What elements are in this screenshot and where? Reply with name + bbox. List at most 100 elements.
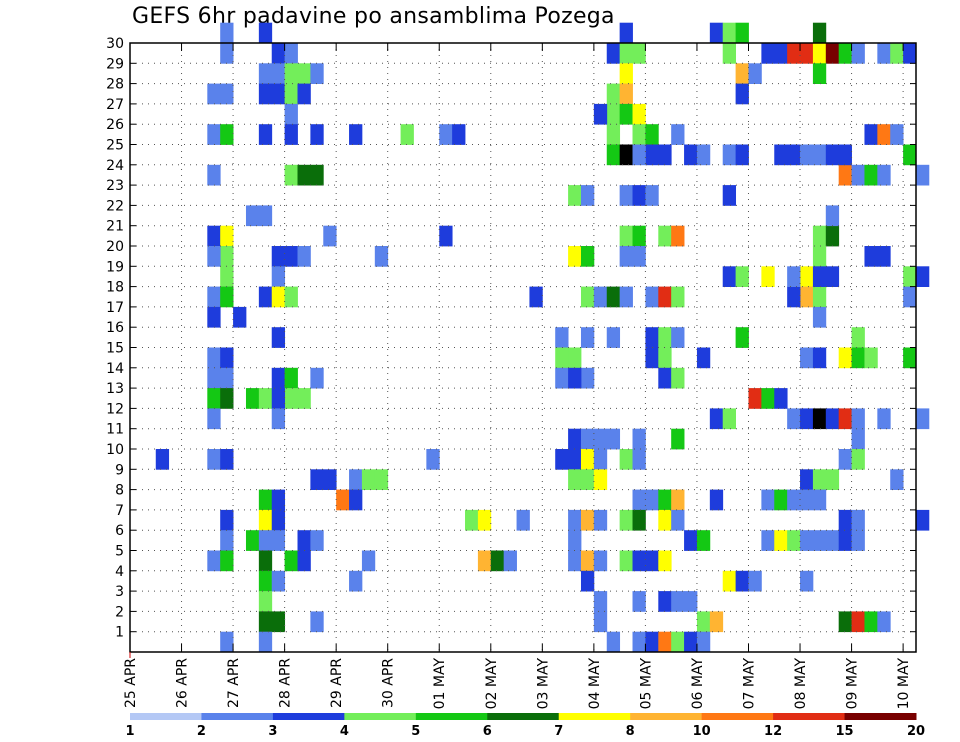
heatmap-cell [568,367,582,389]
heatmap-cell [555,347,569,369]
heatmap-cell [838,449,852,470]
heatmap-cell [825,469,840,490]
colorbar-swatch [201,713,274,720]
heatmap-cell [271,83,286,105]
heatmap-cell [619,185,633,206]
heatmap-cell [825,530,840,551]
heatmap-cell [568,469,582,490]
heatmap-cell [207,124,221,145]
heatmap-cell [812,469,827,490]
heatmap-cell [877,124,891,145]
heatmap-cell [735,63,749,84]
heatmap-cell [349,124,363,145]
heatmap-cell [916,408,930,430]
heatmap-cell [297,388,311,409]
x-tick-label: 09 MAY [845,658,861,710]
heatmap-cell [580,550,595,572]
heatmap-cell [722,570,737,592]
x-tick-label: 05 MAY [638,658,654,710]
heatmap-cell [838,347,852,369]
heatmap-cell [800,347,814,369]
y-tick-label: 3 [115,584,124,600]
heatmap-cell [903,144,917,166]
heatmap-cell [220,367,234,389]
heatmap-cell [310,164,324,186]
colorbar-swatch [344,713,417,720]
heatmap-cell [787,530,801,551]
heatmap-cell [310,469,324,490]
x-tick-label: 06 MAY [690,658,706,710]
heatmap-cell [851,449,865,470]
heatmap-cell [220,225,234,247]
heatmap-cell [812,306,827,328]
heatmap-cell [310,63,324,84]
x-tick-label: 28 APR [278,658,294,708]
y-axis-ticks: 1234567891011121314151617181920212223242… [106,36,916,641]
colorbar-swatch [415,713,488,720]
heatmap-cell [658,225,672,247]
heatmap-cell [258,63,273,84]
heatmap-cell [632,449,646,470]
heatmap-cell [258,631,273,653]
heatmap-cell [568,509,582,531]
y-tick-label: 1 [115,625,124,641]
heatmap-cell [258,388,273,409]
heatmap-cell [220,246,234,267]
heatmap-cell [800,266,814,287]
heatmap-cell [671,509,685,531]
heatmap-cell [709,408,724,430]
heatmap-cell [207,388,221,409]
heatmap-cell [606,103,621,125]
heatmap-cell [207,408,221,430]
heatmap-cell [825,144,840,166]
heatmap-cell [748,388,762,409]
heatmap-cell [568,428,582,450]
heatmap-cell [258,530,273,551]
heatmap-cell [619,22,633,44]
y-tick-label: 23 [106,178,124,194]
heatmap-cell [284,367,298,389]
heatmap-cell [877,408,891,430]
heatmap-cell [619,63,633,84]
heatmap-cell [284,43,298,64]
heatmap-cell [864,246,878,267]
heatmap-cell [761,388,775,409]
heatmap-cell [258,124,273,145]
y-tick-label: 22 [106,198,124,214]
heatmap-cell [658,286,672,308]
heatmap-cell [258,286,273,308]
heatmap-cell [709,22,724,44]
heatmap-cell [593,611,608,633]
colorbar-label: 15 [836,724,854,739]
heatmap-cell [696,530,711,551]
heatmap-cell [645,347,659,369]
heatmap-cell [207,164,221,186]
heatmap-cell [812,408,827,430]
heatmap-cell [632,428,646,450]
y-tick-label: 14 [106,361,124,377]
colorbar-swatch [773,713,846,720]
heatmap-cell [722,43,737,64]
heatmap-cell [258,591,273,612]
heatmap-cell [800,469,814,490]
heatmap-cell [825,266,840,287]
colorbar-swatch [558,713,631,720]
heatmap-cell [220,347,234,369]
y-tick-label: 26 [106,117,124,133]
heatmap-cell [812,144,827,166]
heatmap-cell [658,489,672,511]
colorbar-swatch [130,713,202,720]
heatmap-cell [207,367,221,389]
heatmap-cell [658,591,672,612]
heatmap-cell [220,83,234,105]
colorbar-swatch [844,713,917,720]
heatmap-cell [722,22,737,44]
colorbar-label: 20 [907,724,925,739]
heatmap-cell [735,266,749,287]
heatmap-cell [851,347,865,369]
heatmap-cell [812,286,827,308]
y-tick-label: 27 [106,97,124,113]
heatmap-cell [864,164,878,186]
y-tick-label: 10 [106,442,124,458]
colorbar-label: 6 [483,724,492,739]
